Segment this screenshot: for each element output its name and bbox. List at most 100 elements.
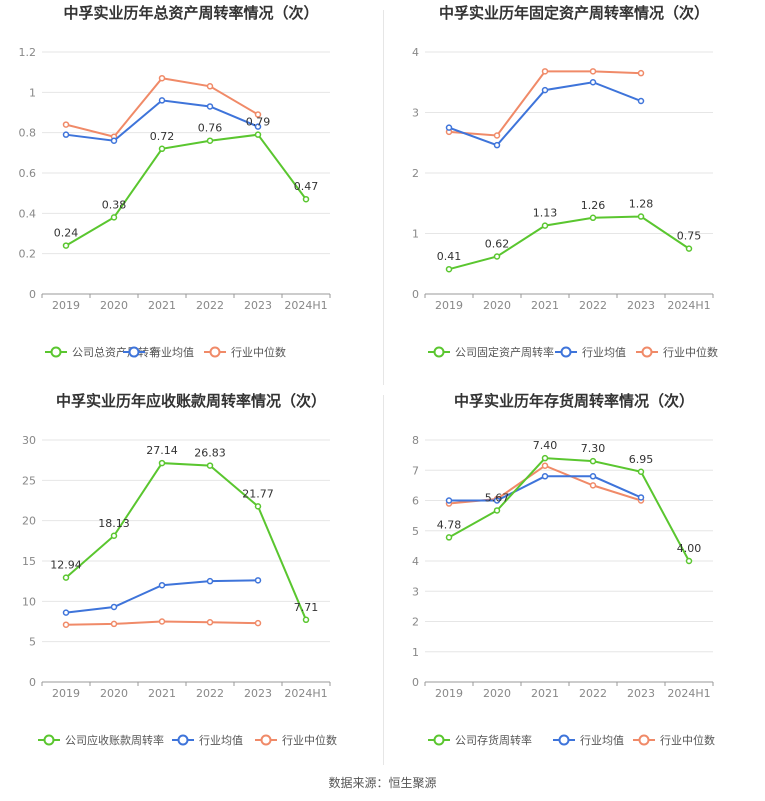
y-tick-label: 7 [412, 464, 419, 477]
data-point [541, 473, 549, 480]
data-point [254, 111, 262, 118]
data-point [493, 132, 501, 139]
y-tick-label: 4 [412, 555, 419, 568]
x-tick-label: 2024H1 [667, 299, 710, 312]
data-point [541, 454, 549, 462]
chart-title: 中孚实业历年总资产周转率情况（次） [63, 4, 318, 22]
data-label: 1.28 [629, 198, 654, 211]
data-point [158, 581, 166, 589]
x-tick-label: 2022 [579, 687, 607, 700]
y-tick-label: 10 [22, 595, 36, 608]
y-tick-label: 5 [29, 636, 36, 649]
data-point [637, 97, 645, 105]
y-tick-label: 20 [22, 515, 36, 528]
legend-marker [638, 734, 650, 746]
y-tick-label: 6 [412, 495, 419, 508]
legend-item: 行业均值 [172, 734, 243, 747]
x-tick-label: 2024H1 [284, 687, 327, 700]
data-label: 0.41 [437, 250, 462, 263]
data-point [589, 482, 597, 489]
legend-label: 行业中位数 [231, 345, 286, 359]
data-point [445, 534, 453, 541]
panel-divider [383, 10, 384, 385]
data-point [637, 468, 645, 476]
data-point [445, 124, 453, 131]
x-tick-label: 2022 [579, 299, 607, 312]
x-tick-label: 2020 [100, 687, 128, 700]
data-point [206, 462, 214, 469]
data-point [62, 609, 70, 616]
data-point [493, 507, 501, 514]
chart-panel-total-asset-turnover: 中孚实业历年总资产周转率情况（次） 0 0.2 0.4 0.6 0.8 1 1.2 2019 20… [0, 0, 382, 385]
data-point [62, 242, 70, 249]
data-point [206, 577, 214, 585]
data-label: 7.40 [533, 439, 558, 452]
x-tick-label: 2019 [435, 687, 463, 700]
y-tick-label: 0.6 [19, 167, 37, 180]
data-point [637, 494, 645, 501]
data-point [302, 616, 310, 624]
legend-marker [433, 346, 445, 358]
data-point [110, 620, 118, 628]
data-label: 1.26 [581, 199, 606, 212]
series-line [449, 475, 642, 502]
x-tick-label: 2020 [100, 299, 128, 312]
legend-marker [128, 346, 140, 358]
legend-marker [43, 734, 55, 746]
data-label: 7.71 [294, 601, 319, 614]
data-point [158, 97, 166, 104]
data-label: 0.76 [198, 122, 223, 135]
data-point [541, 68, 549, 75]
chart-receivables-turnover: 中孚实业历年应收账款周转率情况（次） 0 5 10 15 20 25 30 2019 2020 20… [22, 392, 337, 747]
data-point [445, 497, 453, 504]
data-point [493, 141, 501, 149]
data-point [589, 473, 597, 480]
data-point [589, 79, 597, 86]
legend-label: 公司总资产周转率 [72, 345, 160, 359]
data-point [637, 69, 645, 77]
data-label: 0.47 [294, 180, 319, 193]
x-tick-label: 2019 [435, 299, 463, 312]
x-tick-label: 2023 [627, 299, 655, 312]
y-tick-label: 0 [412, 288, 419, 301]
data-point [541, 86, 549, 94]
data-point [158, 145, 166, 153]
x-tick-label: 2021 [531, 299, 559, 312]
chart-panel-inventory-turnover: 中孚实业历年存货周转率情况（次） 0 1 2 3 4 5 6 7 8 2019 2020 2021 202… [383, 388, 765, 773]
legend-label: 行业均值 [199, 734, 243, 747]
data-point [254, 503, 262, 510]
data-point [158, 74, 166, 82]
chart-fixed-asset-turnover: 中孚实业历年固定资产周转率情况（次） 0 1 2 3 4 2019 2020 2021 2022 2… [412, 4, 718, 359]
data-point [445, 265, 453, 273]
y-tick-label: 1 [412, 646, 419, 659]
data-point [589, 214, 597, 222]
data-label: 4.00 [677, 542, 702, 555]
legend-marker [209, 346, 221, 358]
data-point [541, 222, 549, 229]
legend-marker [260, 734, 272, 746]
data-point [685, 245, 693, 252]
legend-marker [177, 734, 189, 746]
x-tick-label: 2024H1 [284, 299, 327, 312]
data-label: 6.95 [629, 453, 654, 466]
data-label: 1.13 [533, 207, 558, 220]
y-tick-label: 3 [412, 585, 419, 598]
legend-item: 公司应收账款周转率 [38, 733, 164, 747]
data-label: 0.72 [150, 130, 175, 143]
data-point [589, 68, 597, 75]
data-label: 27.14 [146, 444, 178, 457]
y-tick-label: 0.4 [19, 207, 37, 220]
y-tick-label: 0.2 [19, 248, 37, 261]
data-source-note: 数据来源：恒生聚源 [328, 776, 437, 790]
y-tick-label: 8 [412, 434, 419, 447]
data-label: 0.75 [677, 230, 702, 243]
legend-marker [558, 734, 570, 746]
chart-panel-receivables-turnover: 中孚实业历年应收账款周转率情况（次） 0 5 10 15 20 25 30 2019 2020 20… [0, 388, 382, 773]
data-label: 12.94 [50, 559, 82, 572]
y-tick-label: 15 [22, 555, 36, 568]
y-tick-label: 25 [22, 474, 36, 487]
series-line [448, 215, 690, 271]
data-label: 0.38 [102, 198, 127, 211]
data-label: 0.62 [485, 237, 510, 250]
data-point [206, 83, 214, 90]
